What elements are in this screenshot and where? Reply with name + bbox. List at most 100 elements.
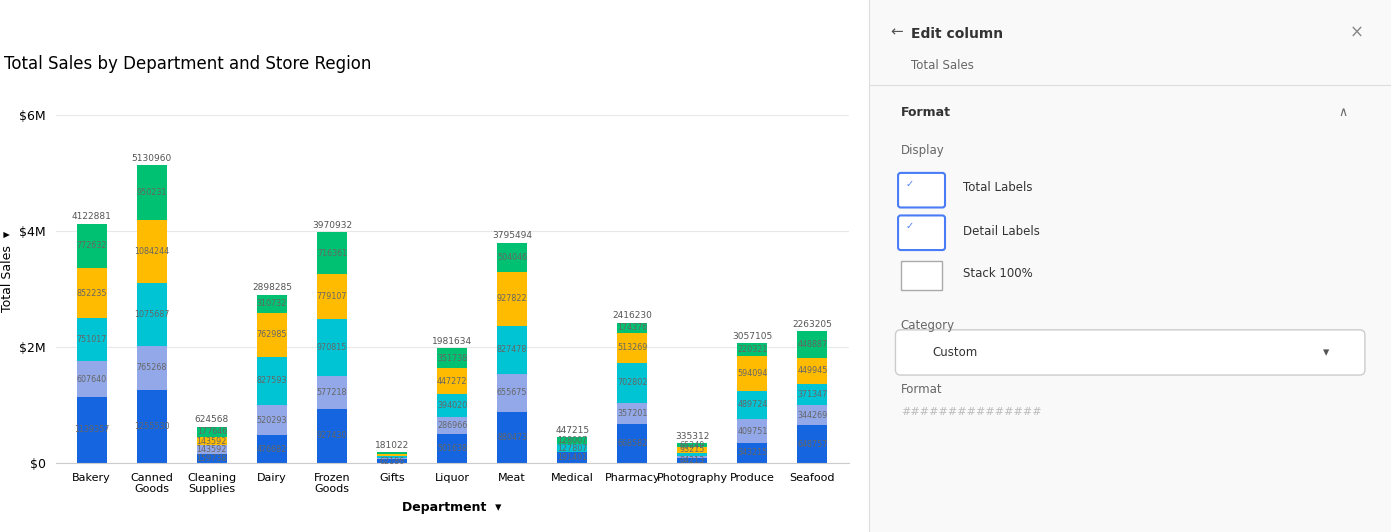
Text: ✓: ✓ [906,221,914,231]
Text: Total Labels: Total Labels [963,181,1032,194]
Text: 93215: 93215 [680,445,705,454]
Text: 62186: 62186 [380,456,405,466]
Text: ✓: ✓ [906,179,914,188]
Text: 335312: 335312 [675,432,709,441]
Text: ←: ← [890,24,903,39]
Text: ∧: ∧ [1340,106,1348,119]
Bar [257,405,287,435]
Bar [737,356,768,390]
Bar [377,454,408,456]
Text: 159738: 159738 [196,454,227,463]
Text: 607640: 607640 [77,375,107,384]
Bar [677,443,708,447]
Bar [497,373,527,412]
Bar [677,456,708,458]
Text: 371347: 371347 [797,390,828,399]
Text: 351738: 351738 [437,354,467,362]
Text: Category: Category [901,319,954,332]
Text: 762985: 762985 [256,330,287,339]
Bar [136,283,167,346]
Bar [77,318,107,361]
Text: 2898285: 2898285 [252,284,292,292]
Text: 827593: 827593 [256,377,287,386]
Text: 772632: 772632 [77,242,107,251]
Text: 409751: 409751 [737,427,768,436]
Text: 1981634: 1981634 [433,337,472,345]
Bar [136,220,167,283]
Bar [497,243,527,272]
Text: 143592: 143592 [196,445,227,454]
Bar [437,394,467,417]
Text: Total Sales: Total Sales [911,59,974,71]
FancyBboxPatch shape [899,215,944,250]
Bar [737,419,768,443]
Bar [677,453,708,456]
Text: 765268: 765268 [136,363,167,372]
Text: 1255530: 1255530 [134,422,170,431]
Bar [196,454,227,463]
Bar [677,458,708,463]
Text: 447215: 447215 [555,426,590,435]
Text: 448887: 448887 [797,340,828,349]
Text: 702802: 702802 [618,378,647,387]
Bar [77,223,107,269]
Text: 127807: 127807 [556,444,587,453]
Text: Edit column: Edit column [911,27,1003,40]
Bar [558,452,587,463]
Bar [377,458,408,459]
Text: Custom: Custom [932,346,978,359]
FancyBboxPatch shape [896,330,1365,375]
Bar [317,232,346,274]
Text: 3795494: 3795494 [492,231,533,240]
Text: 779107: 779107 [317,292,348,301]
Text: 1139357: 1139357 [74,425,110,434]
Bar [901,261,943,290]
Text: 310732: 310732 [257,299,287,308]
Text: 751017: 751017 [77,335,107,344]
Bar [437,368,467,394]
Bar [257,313,287,357]
Text: 84213: 84213 [680,456,705,465]
Bar [437,434,467,463]
X-axis label: Department  ▾: Department ▾ [402,501,502,514]
Text: 880473: 880473 [497,433,527,442]
Bar [196,437,227,445]
Bar [317,376,346,409]
Text: 624568: 624568 [195,415,230,425]
Bar [77,397,107,463]
Text: 174376: 174376 [618,323,647,332]
Bar [737,344,768,356]
Bar [257,357,287,405]
Text: 476682: 476682 [257,445,287,453]
Bar [737,443,768,463]
Bar [558,444,587,452]
Text: 177646: 177646 [196,427,227,436]
Text: Detail Labels: Detail Labels [963,225,1040,238]
Bar [136,346,167,390]
Bar [77,361,107,397]
Text: 648757: 648757 [797,439,828,448]
Text: 950231: 950231 [136,188,167,197]
Text: 128007: 128007 [556,436,587,445]
Text: ×: × [1349,24,1363,42]
Text: 2263205: 2263205 [793,320,832,329]
Text: ###############: ############### [901,407,1042,417]
Text: 852235: 852235 [77,289,107,297]
Bar [377,456,408,458]
Bar [797,425,828,463]
Bar [77,269,107,318]
Text: 1075687: 1075687 [134,310,170,319]
Text: 504046: 504046 [497,253,527,262]
Text: 970815: 970815 [317,343,348,352]
Text: 449945: 449945 [797,366,828,375]
Text: 191401: 191401 [558,453,587,462]
Text: 2416230: 2416230 [612,311,652,320]
Text: Total Sales by Department and Store Region: Total Sales by Department and Store Regi… [4,55,371,73]
Text: 577218: 577218 [317,388,348,397]
Text: 181022: 181022 [376,441,409,450]
Text: 1084244: 1084244 [134,247,170,256]
Bar [317,319,346,376]
Text: 343215: 343215 [737,448,768,458]
Bar [737,390,768,419]
Text: 927822: 927822 [497,294,527,303]
